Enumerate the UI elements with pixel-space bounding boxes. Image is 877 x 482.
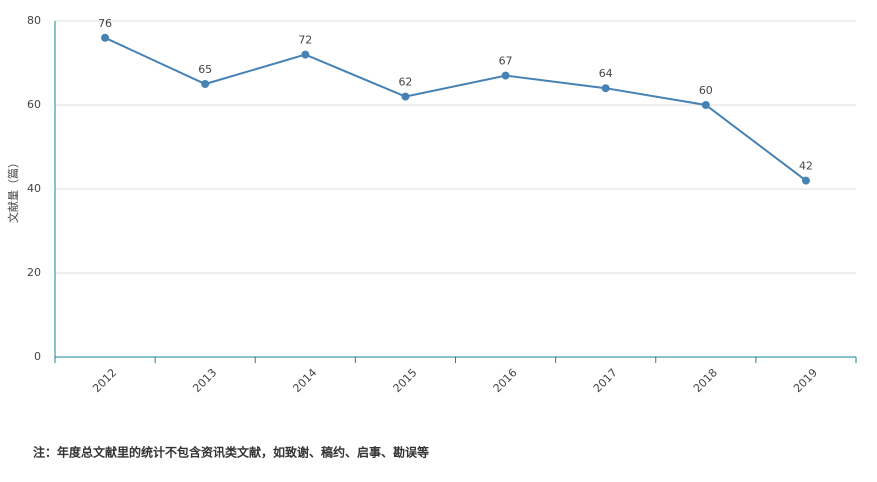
data-label: 67 [499,55,513,68]
x-tick-label: 2014 [290,366,319,395]
point [601,84,610,93]
y-tick-label: 0 [34,350,41,363]
point [301,50,310,59]
data-label: 65 [198,63,212,76]
line [104,36,807,182]
data-label: 62 [398,76,412,89]
point [201,80,210,88]
point [101,33,110,42]
data-label: 42 [799,160,813,173]
y-tick-label: 20 [27,266,41,279]
y-axis-label: 文献量（篇） [6,157,20,223]
x-tick-label: 2015 [391,366,420,395]
data-label: 76 [98,17,112,30]
x-tick-label: 2012 [90,366,119,395]
x-tick-label: 2019 [791,366,820,395]
y-tick-label: 40 [27,182,41,195]
y-tick-label: 80 [27,14,41,27]
x-tick-label: 2013 [190,366,219,395]
point [801,176,810,185]
data-label: 60 [699,84,713,97]
x-tick-label: 2016 [491,366,520,395]
data-label: 72 [298,34,312,47]
footnote: 注：年度总文献里的统计不包含资讯类文献，如致谢、稿约、启事、勘误等 [33,445,429,460]
point [701,101,710,109]
point [501,71,510,80]
y-tick-label: 60 [27,98,41,111]
data-label: 64 [599,67,613,80]
point [401,92,410,101]
x-tick-label: 2017 [591,366,620,395]
x-tick-label: 2018 [691,366,720,395]
